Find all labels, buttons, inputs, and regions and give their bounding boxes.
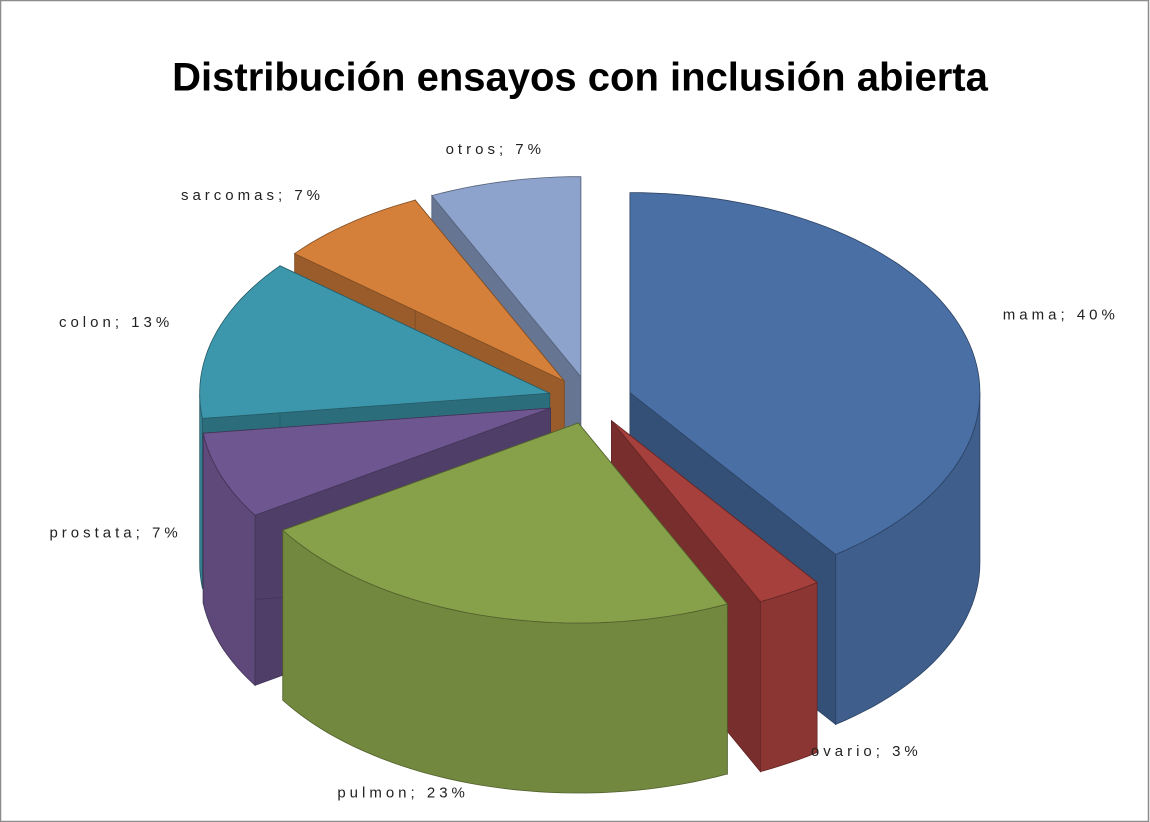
label-value: 7% (152, 525, 182, 542)
slice-wall (199, 393, 203, 589)
data-label: prostata; 7% (49, 525, 181, 542)
label-separator: ; (136, 525, 152, 542)
label-separator: ; (876, 743, 892, 760)
label-value: 7% (294, 187, 324, 204)
label-value: 13% (131, 314, 173, 331)
label-category: sarcomas (181, 187, 278, 204)
label-category: mama (1003, 306, 1061, 323)
label-value: 3% (892, 743, 922, 760)
label-category: prostata (49, 525, 135, 542)
slice-top (293, 199, 565, 382)
data-label: ovario; 3% (811, 743, 922, 760)
pie-slice (282, 421, 729, 794)
label-separator: ; (499, 141, 515, 158)
slice-top (611, 420, 818, 603)
data-label: sarcomas; 7% (181, 187, 324, 204)
slice-top (629, 192, 981, 555)
slice-top (282, 422, 729, 624)
data-label: colon; 13% (59, 314, 173, 331)
slice-top (431, 176, 582, 378)
data-label: mama; 40% (1003, 306, 1119, 323)
label-category: colon (59, 314, 115, 331)
label-separator: ; (115, 314, 131, 331)
label-separator: ; (278, 187, 294, 204)
chart-title: Distribución ensayos con inclusión abier… (172, 56, 988, 100)
label-category: ovario (811, 743, 876, 760)
label-separator: ; (1060, 306, 1076, 323)
slice-top (199, 265, 552, 419)
slice-top (202, 407, 551, 516)
label-category: otros (446, 141, 499, 158)
label-value: 40% (1077, 306, 1119, 323)
slice-wall (760, 581, 818, 773)
data-label: otros; 7% (446, 141, 545, 158)
label-value: 7% (515, 141, 545, 158)
data-label: pulmon; 23% (337, 784, 469, 801)
label-value: 23% (427, 784, 469, 801)
label-category: pulmon (337, 784, 410, 801)
label-separator: ; (411, 784, 427, 801)
